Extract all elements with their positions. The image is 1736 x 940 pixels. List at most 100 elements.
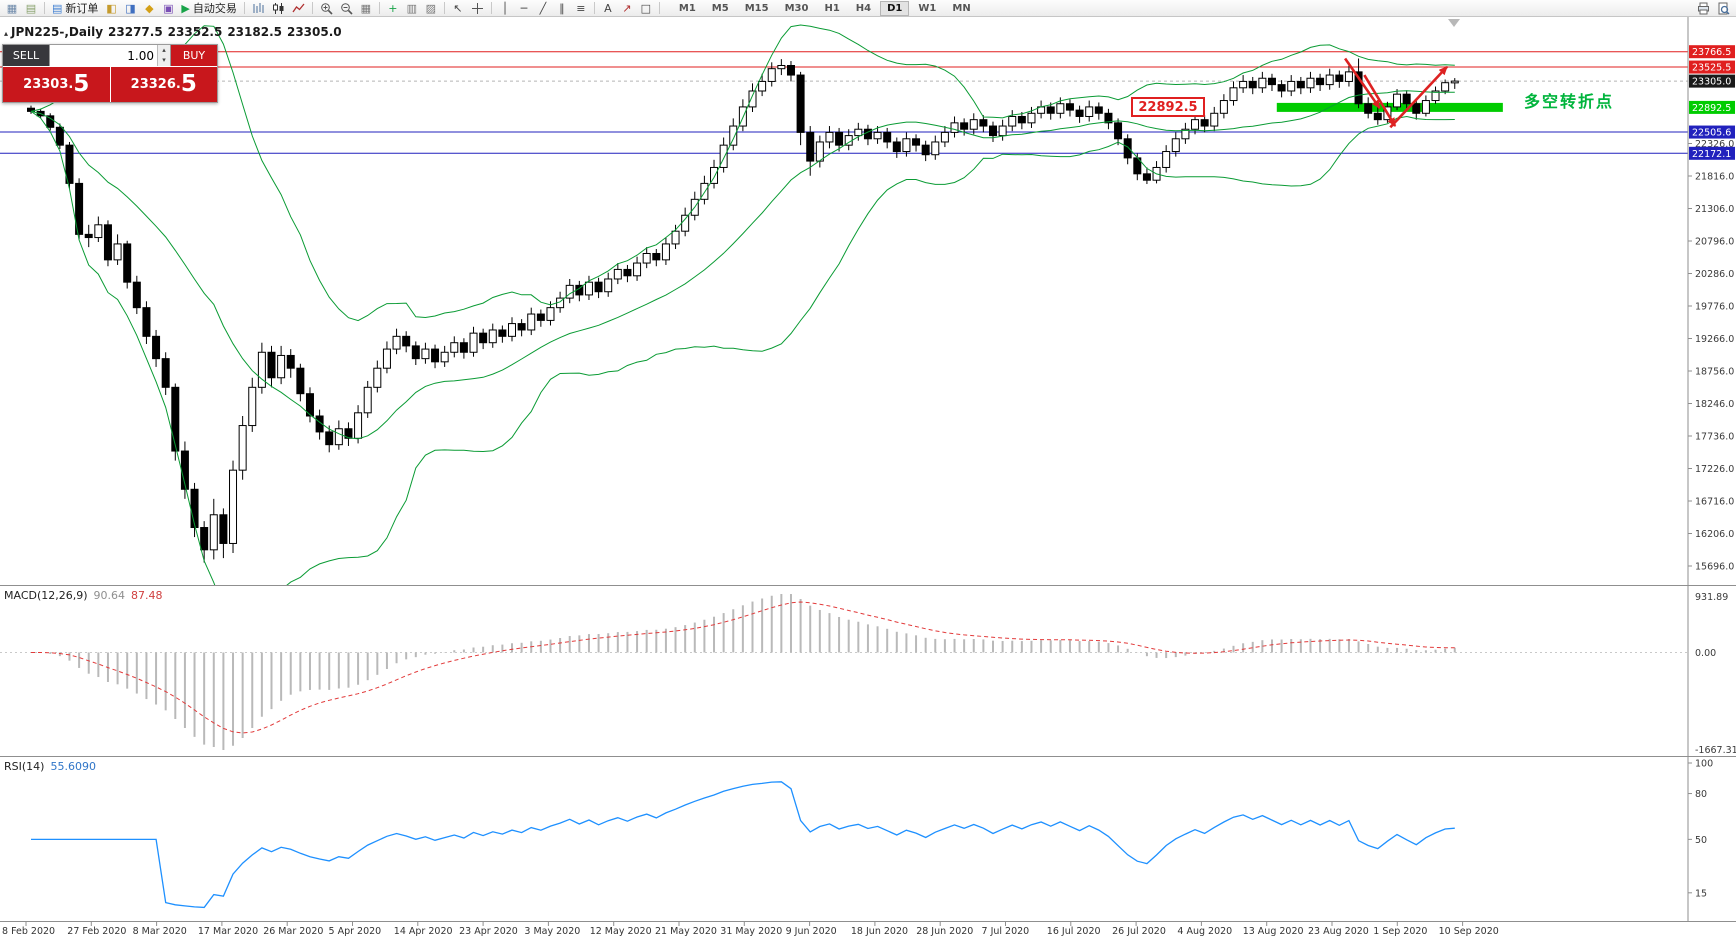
macd-value-signal: 87.48 <box>131 589 163 602</box>
autotrading-button[interactable]: ▶ 自动交易 <box>181 1 237 15</box>
svg-text:1 Sep 2020: 1 Sep 2020 <box>1373 926 1427 937</box>
svg-text:28 Jun 2020: 28 Jun 2020 <box>916 926 973 937</box>
zoom-in-icon[interactable] <box>317 1 336 16</box>
volume-increase-button[interactable]: ▴ <box>158 45 170 56</box>
preview-icon[interactable] <box>1714 1 1733 16</box>
svg-text:8 Mar 2020: 8 Mar 2020 <box>133 926 187 937</box>
timeframe-m5-button[interactable]: M5 <box>711 2 729 14</box>
svg-text:16 Jul 2020: 16 Jul 2020 <box>1047 926 1101 937</box>
main-chart-plot[interactable] <box>0 24 1688 615</box>
text-icon[interactable]: A <box>604 1 612 15</box>
tile-windows-icon[interactable]: ▦ <box>360 1 372 15</box>
shapes-icon[interactable]: □ <box>640 1 652 15</box>
trendline-icon[interactable]: ╱ <box>539 1 547 15</box>
svg-text:18756.0: 18756.0 <box>1695 367 1734 378</box>
navigator-icon[interactable]: ◆ <box>145 1 154 15</box>
price-axis[interactable]: 22326.0 21816.0 21306.0 20796.0 20286.0 19776… <box>1688 45 1735 573</box>
terminal-icon[interactable]: ▣ <box>163 1 174 15</box>
macd-histogram <box>39 594 1456 750</box>
toolbar-separator <box>593 2 595 14</box>
bollinger-middle-band <box>30 90 1455 440</box>
timeframe-d1-button[interactable]: D1 <box>880 0 910 16</box>
sell-button[interactable]: SELL <box>3 45 49 66</box>
svg-text:931.89: 931.89 <box>1695 592 1728 603</box>
crosshair-icon[interactable] <box>468 1 487 16</box>
toolbar-separator <box>311 2 313 14</box>
timeframe-m30-button[interactable]: M30 <box>784 2 809 14</box>
toolbar-separator <box>243 2 245 14</box>
svg-text:26 Jul 2020: 26 Jul 2020 <box>1112 926 1166 937</box>
candlesticks <box>27 58 1459 563</box>
templates-icon[interactable]: ▨ <box>425 1 437 15</box>
toolbar-separator <box>378 2 380 14</box>
line-chart-icon[interactable] <box>289 1 308 16</box>
trend-arrow[interactable] <box>1363 74 1397 127</box>
buy-price-display[interactable]: 23326. 5 <box>110 67 217 102</box>
svg-text:0.00: 0.00 <box>1695 648 1716 659</box>
chart-shift-marker[interactable] <box>1448 19 1460 27</box>
new-chart-icon[interactable]: ▦ <box>6 1 18 15</box>
volume-input[interactable] <box>50 45 157 66</box>
svg-text:23 Apr 2020: 23 Apr 2020 <box>459 926 518 937</box>
indicators-icon[interactable]: + <box>388 1 398 15</box>
bar-chart-icon[interactable] <box>249 1 268 16</box>
buy-button[interactable]: BUY <box>171 45 217 66</box>
svg-text:23305.0: 23305.0 <box>1692 77 1731 88</box>
arrows-icon[interactable]: ↗ <box>622 1 632 15</box>
timeframe-mn-button[interactable]: MN <box>952 2 971 14</box>
svg-text:9 Jun 2020: 9 Jun 2020 <box>786 926 837 937</box>
svg-text:15: 15 <box>1695 888 1707 899</box>
close-value: 23305.0 <box>286 25 342 39</box>
print-icon[interactable] <box>1694 1 1713 16</box>
svg-text:21816.0: 21816.0 <box>1695 171 1734 182</box>
data-window-icon[interactable]: ◨ <box>125 1 136 15</box>
cursor-icon[interactable]: ↖ <box>453 1 463 15</box>
svg-text:16716.0: 16716.0 <box>1695 497 1734 508</box>
timeframe-h4-button[interactable]: H4 <box>855 2 872 14</box>
timeframe-m15-button[interactable]: M15 <box>744 2 769 14</box>
axis-price-marker <box>1689 146 1735 160</box>
timeframe-m1-button[interactable]: M1 <box>678 2 696 14</box>
volume-field[interactable]: ▴ ▾ <box>49 45 171 66</box>
market-watch-icon[interactable]: ◧ <box>106 1 117 15</box>
svg-text:8 Feb 2020: 8 Feb 2020 <box>2 926 55 937</box>
svg-text:19776.0: 19776.0 <box>1695 302 1734 313</box>
trend-arrow[interactable] <box>1344 57 1381 110</box>
profiles-icon[interactable]: ▤ <box>25 1 37 15</box>
channel-icon[interactable]: ∥ <box>559 1 565 15</box>
support-price-label[interactable]: 22892.5 <box>1131 97 1205 117</box>
svg-text:18246.0: 18246.0 <box>1695 399 1734 410</box>
macd-panel-title: MACD(12,26,9) 90.64 87.48 <box>4 589 163 602</box>
new-order-button[interactable]: ▤ 新订单 <box>52 1 99 15</box>
one-click-trading-panel[interactable]: SELL ▴ ▾ BUY 23303.5 23326.5 <box>2 44 218 103</box>
svg-text:23766.5: 23766.5 <box>1692 47 1731 58</box>
trend-arrow[interactable] <box>1389 65 1449 129</box>
horizontal-line-icon[interactable]: ─ <box>520 1 528 15</box>
svg-text:-1667.31: -1667.31 <box>1695 745 1736 756</box>
candlestick-icon[interactable] <box>269 1 288 16</box>
svg-text:22172.1: 22172.1 <box>1692 149 1731 160</box>
sell-price-display[interactable]: 23303. 5 <box>3 67 110 102</box>
periods-icon[interactable]: ▥ <box>406 1 418 15</box>
svg-text:12 May 2020: 12 May 2020 <box>590 926 652 937</box>
vertical-line-icon[interactable]: │ <box>501 1 509 15</box>
fibonacci-icon[interactable]: ≡ <box>576 1 586 15</box>
svg-text:21306.0: 21306.0 <box>1695 204 1734 215</box>
timeframe-h1-button[interactable]: H1 <box>824 2 840 14</box>
svg-text:22892.5: 22892.5 <box>1692 103 1731 114</box>
svg-text:7 Jul 2020: 7 Jul 2020 <box>982 926 1030 937</box>
volume-decrease-button[interactable]: ▾ <box>158 55 170 66</box>
turning-point-label[interactable]: 多空转折点 <box>1524 92 1615 111</box>
rsi-panel-title: RSI(14) 55.6090 <box>4 760 96 773</box>
svg-text:17736.0: 17736.0 <box>1695 432 1734 443</box>
timeframe-w1-button[interactable]: W1 <box>918 2 937 14</box>
symbol-period-label: JPN225-,Daily <box>11 25 104 39</box>
date-axis[interactable]: 8 Feb 2020 27 Feb 2020 8 Mar 2020 17 Mar 20… <box>2 922 1499 937</box>
zoom-out-icon[interactable] <box>337 1 356 16</box>
macd-signal-line <box>31 601 1455 734</box>
axis-price-marker <box>1689 125 1735 139</box>
svg-text:17226.0: 17226.0 <box>1695 464 1734 475</box>
high-value: 23352.5 <box>167 25 223 39</box>
